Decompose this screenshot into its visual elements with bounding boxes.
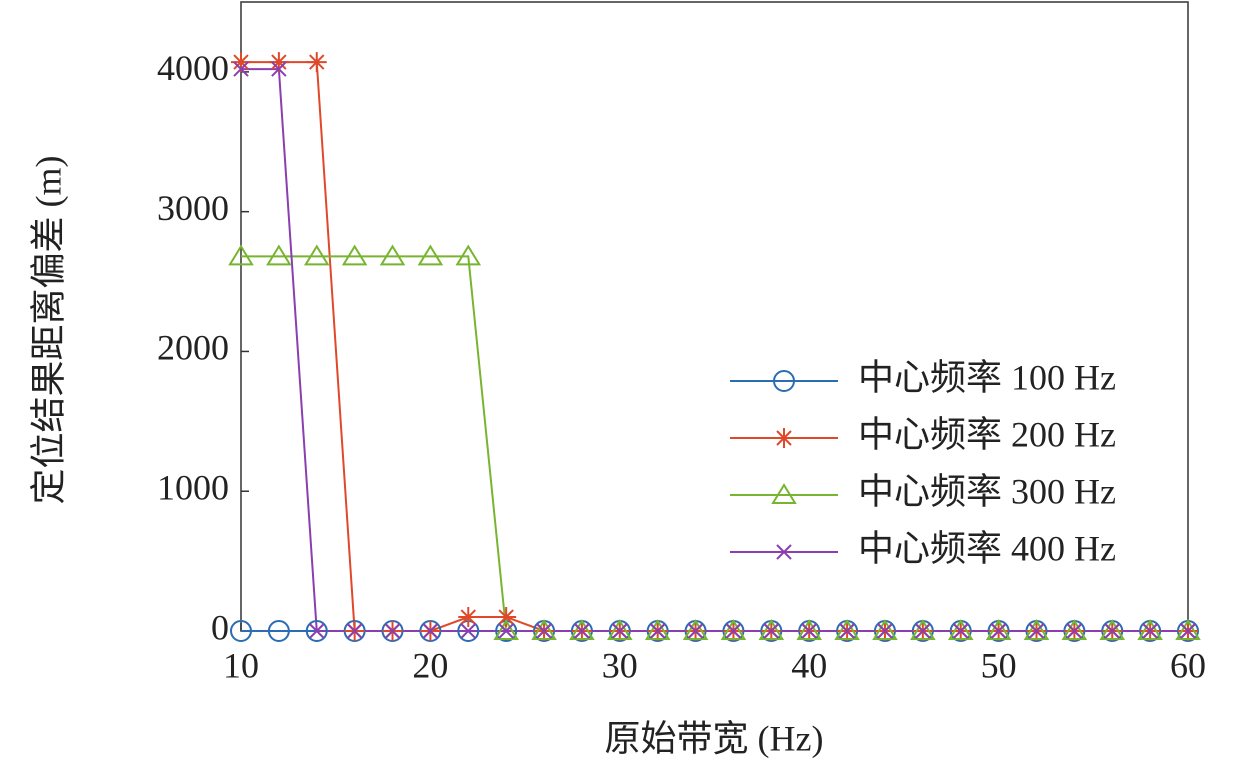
- marker: [947, 619, 974, 640]
- marker: [1137, 619, 1163, 640]
- legend-label: 中心频率 100 Hz: [858, 357, 1116, 397]
- marker: [872, 619, 898, 640]
- marker: [725, 623, 742, 639]
- y-tick-label: 3000: [157, 188, 229, 228]
- marker: [773, 370, 795, 392]
- marker: [422, 623, 439, 639]
- marker: [498, 623, 514, 639]
- x-tick-label: 60: [1170, 645, 1206, 685]
- marker: [687, 623, 704, 639]
- marker: [1142, 623, 1158, 639]
- marker: [1180, 623, 1196, 639]
- x-axis-label: 原始带宽 (Hz): [605, 718, 824, 758]
- marker: [796, 619, 822, 640]
- marker: [496, 607, 517, 628]
- marker: [649, 623, 666, 639]
- y-tick-label: 4000: [157, 48, 229, 88]
- marker: [379, 244, 406, 266]
- marker: [460, 623, 476, 639]
- marker: [531, 619, 557, 640]
- marker: [612, 623, 628, 639]
- legend-label: 中心频率 200 Hz: [858, 414, 1116, 454]
- y-tick-label: 2000: [157, 328, 229, 368]
- marker: [303, 244, 330, 266]
- marker: [455, 244, 482, 266]
- marker: [1066, 623, 1083, 639]
- marker: [305, 620, 328, 642]
- marker: [309, 623, 325, 639]
- y-tick-label: 0: [211, 607, 229, 647]
- marker: [271, 61, 287, 77]
- marker: [1023, 619, 1050, 640]
- marker: [384, 623, 401, 639]
- marker: [1104, 623, 1120, 639]
- x-tick-label: 50: [981, 645, 1017, 685]
- marker: [1099, 619, 1126, 640]
- marker: [877, 623, 893, 639]
- marker: [233, 61, 249, 77]
- x-tick-label: 40: [791, 645, 827, 685]
- marker: [230, 620, 252, 642]
- marker: [915, 623, 931, 639]
- marker: [268, 52, 289, 73]
- marker: [266, 244, 292, 266]
- marker: [776, 544, 792, 560]
- marker: [990, 623, 1007, 639]
- marker: [569, 619, 595, 640]
- marker: [228, 244, 254, 266]
- marker: [682, 619, 709, 640]
- y-axis-label: 定位结果距离偏差 (m): [28, 156, 68, 505]
- legend-label: 中心频率 300 Hz: [858, 471, 1116, 511]
- y-tick-label: 1000: [157, 467, 229, 507]
- x-tick-label: 30: [602, 645, 638, 685]
- marker: [834, 619, 860, 640]
- marker: [1061, 619, 1088, 640]
- marker: [231, 52, 251, 73]
- marker: [607, 619, 633, 640]
- marker: [763, 623, 780, 639]
- marker: [953, 623, 969, 639]
- marker: [644, 619, 671, 640]
- marker: [758, 619, 785, 640]
- marker: [771, 483, 797, 504]
- marker: [801, 623, 817, 639]
- x-tick-label: 10: [223, 645, 259, 685]
- marker: [267, 620, 290, 642]
- marker: [493, 619, 519, 640]
- marker: [1175, 619, 1201, 640]
- marker: [774, 428, 794, 448]
- marker: [1028, 623, 1045, 639]
- legend-label: 中心频率 400 Hz: [858, 528, 1116, 568]
- marker: [574, 623, 590, 639]
- marker: [341, 244, 368, 266]
- marker: [720, 619, 747, 640]
- marker: [985, 619, 1012, 640]
- marker: [306, 52, 327, 73]
- marker: [839, 623, 855, 639]
- marker: [536, 623, 552, 639]
- marker: [458, 607, 479, 628]
- marker: [346, 623, 363, 639]
- marker: [910, 619, 936, 640]
- x-tick-label: 20: [412, 645, 448, 685]
- marker: [417, 244, 444, 266]
